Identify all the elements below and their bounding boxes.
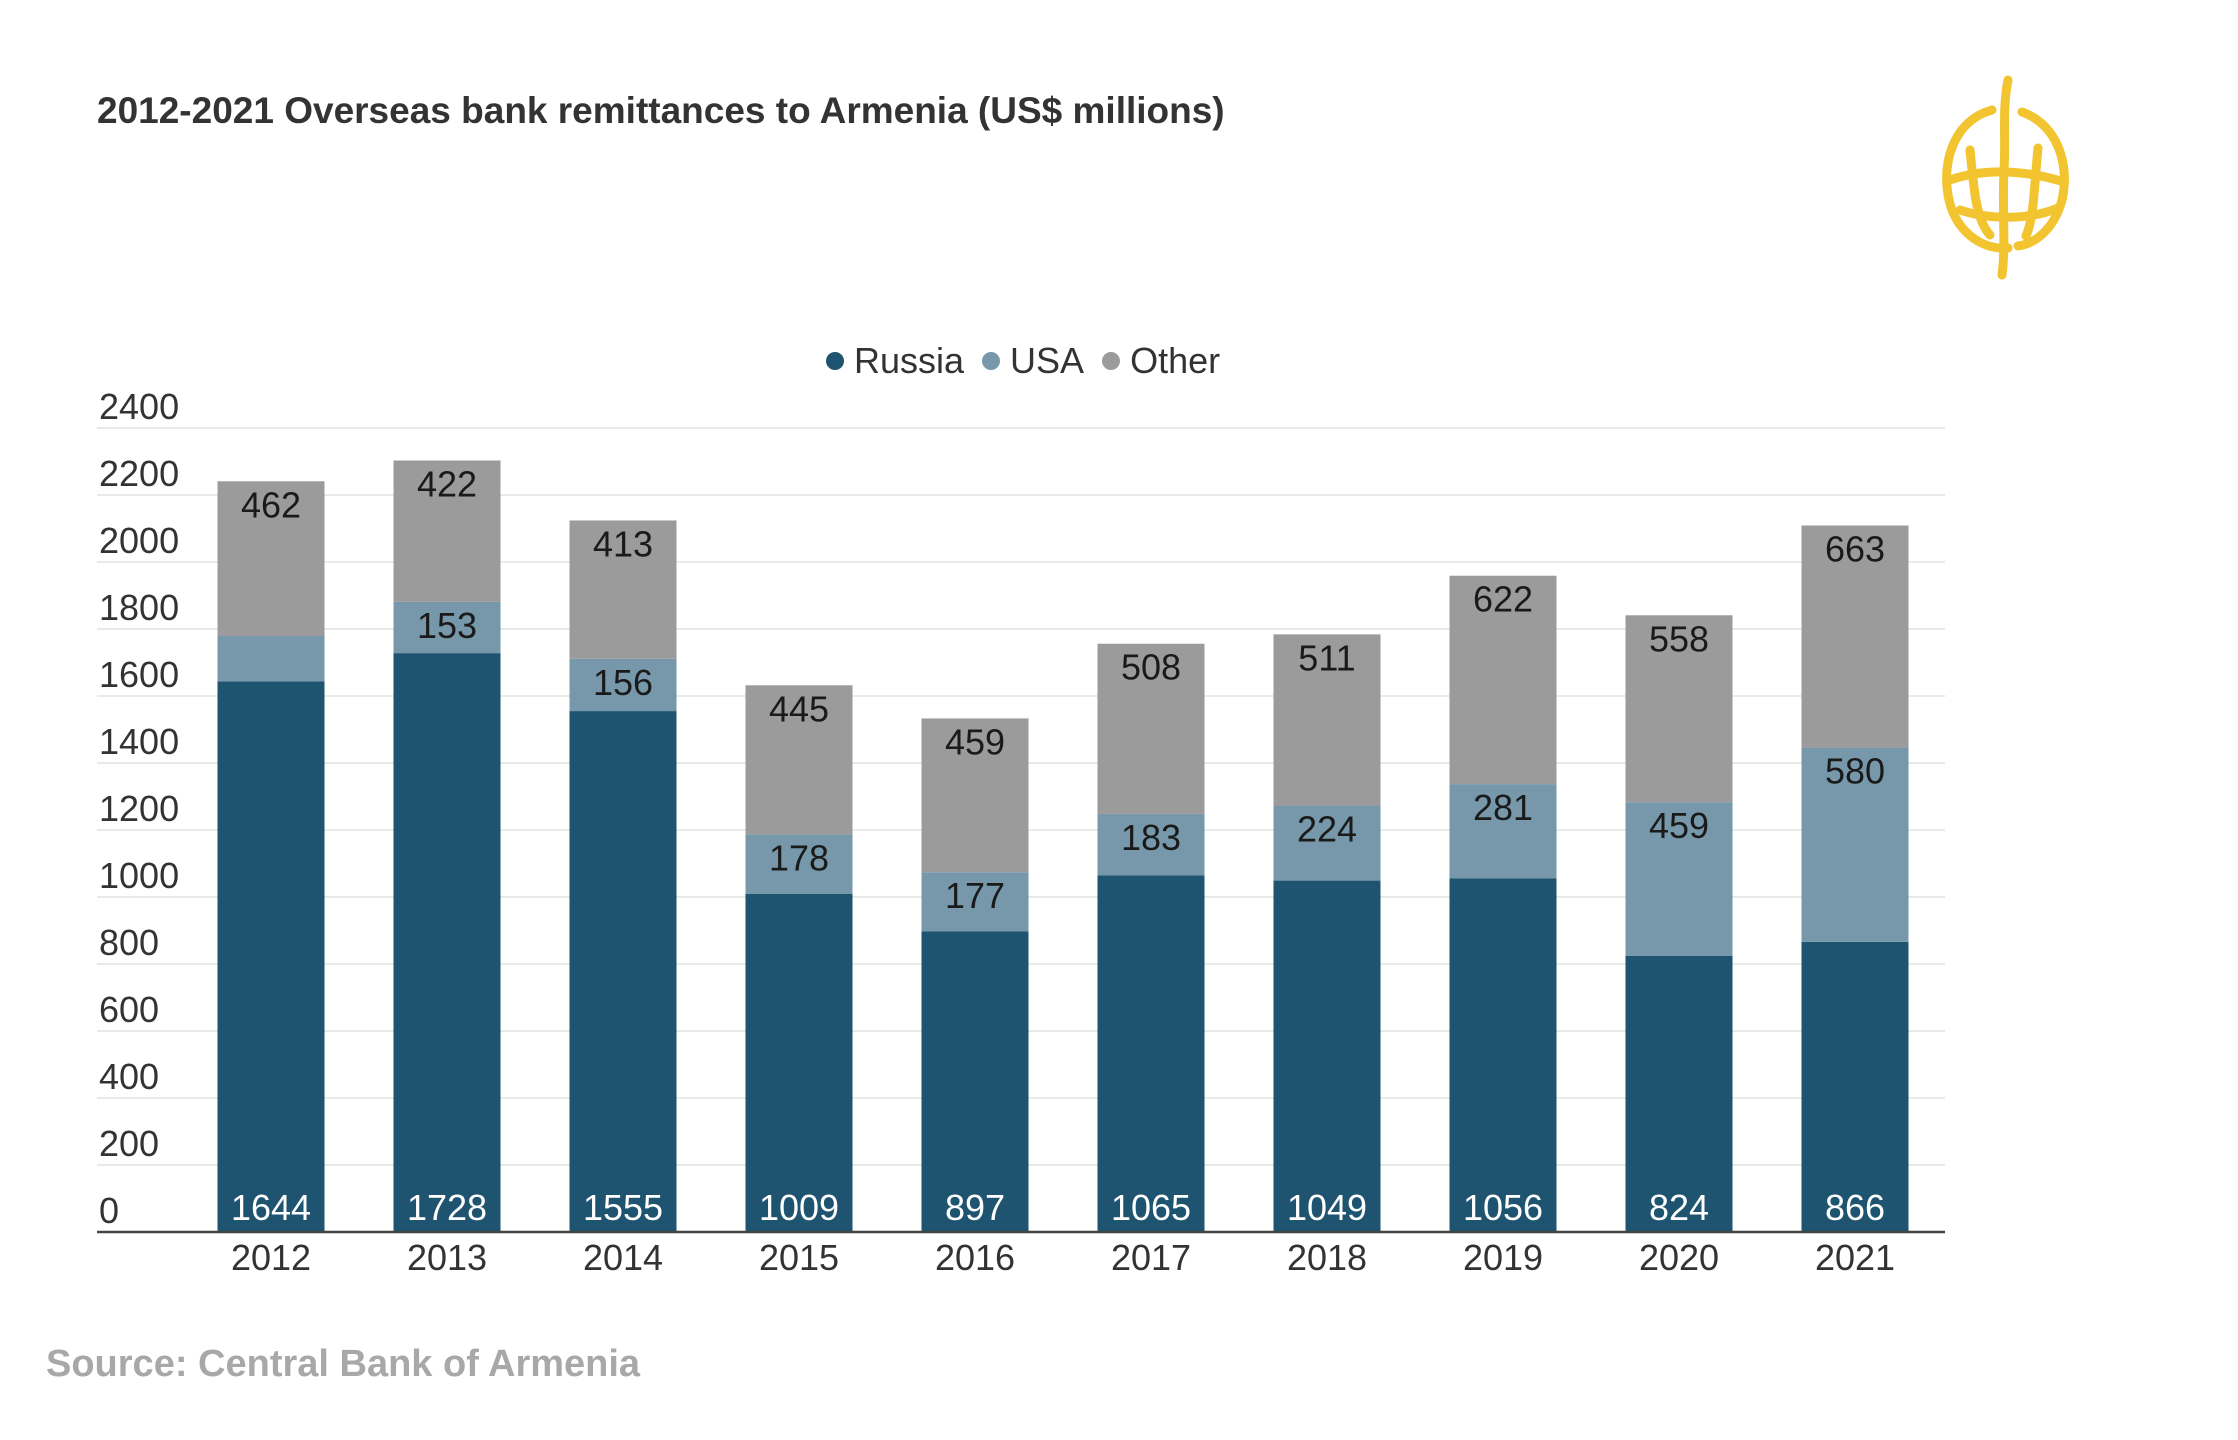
data-label: 1065	[1111, 1187, 1191, 1228]
bar-segment-russia	[745, 893, 853, 1232]
legend-label: USA	[1010, 340, 1085, 381]
logo-icon	[1942, 75, 2069, 280]
bar-segment-russia	[217, 681, 325, 1232]
y-tick-label: 0	[99, 1190, 119, 1231]
y-tick-label: 2000	[99, 520, 179, 561]
bar-segment-usa	[1801, 747, 1909, 942]
y-tick-label: 1000	[99, 855, 179, 896]
bar-segment-usa	[1449, 784, 1557, 879]
bar-segment-other	[1097, 643, 1205, 814]
data-label: 1644	[231, 1187, 311, 1228]
data-label: 178	[769, 837, 829, 878]
y-tick-label: 1400	[99, 721, 179, 762]
y-tick-label: 1800	[99, 587, 179, 628]
y-tick-label: 600	[99, 989, 159, 1030]
bar-segment-russia	[1097, 875, 1205, 1232]
bar-segment-russia	[921, 931, 1029, 1232]
bar-segment-usa	[1273, 805, 1381, 881]
data-label: 153	[417, 605, 477, 646]
bar-segment-russia	[393, 653, 501, 1232]
bar-segment-other	[393, 460, 501, 602]
x-tick-label: 2019	[1463, 1237, 1543, 1278]
data-label: 1555	[583, 1187, 663, 1228]
bar-segment-other	[1273, 634, 1381, 806]
x-tick-label: 2018	[1287, 1237, 1367, 1278]
data-label: 281	[1473, 787, 1533, 828]
data-label: 663	[1825, 528, 1885, 569]
y-tick-label: 800	[99, 922, 159, 963]
legend: Russia USA Other	[826, 340, 1220, 382]
data-label: 580	[1825, 751, 1885, 792]
data-label: 1056	[1463, 1187, 1543, 1228]
bar-segment-other	[1801, 525, 1909, 748]
data-label: 866	[1825, 1187, 1885, 1228]
data-label: 511	[1298, 637, 1355, 678]
data-label: 183	[1121, 817, 1181, 858]
source-note: Source: Central Bank of Armenia	[46, 1343, 641, 1385]
data-label: 508	[1121, 647, 1181, 688]
legend-item-russia: Russia	[826, 340, 964, 382]
bar-segment-russia	[1625, 955, 1733, 1232]
legend-dot-icon	[826, 352, 844, 370]
data-label: 422	[417, 463, 477, 504]
data-label: 413	[593, 523, 653, 564]
legend-item-usa: USA	[982, 340, 1084, 382]
legend-dot-icon	[1102, 352, 1121, 370]
y-tick-label: 1200	[99, 788, 179, 829]
x-tick-label: 2012	[231, 1237, 311, 1278]
data-label: 558	[1649, 618, 1709, 659]
bar-segment-other	[1625, 615, 1733, 803]
bar-segment-usa	[393, 601, 501, 654]
data-label: 156	[593, 662, 653, 703]
x-tick-label: 2016	[935, 1237, 1015, 1278]
data-label: 459	[1649, 805, 1709, 846]
bar-segment-usa	[1625, 802, 1733, 956]
bar-segment-usa	[569, 658, 677, 712]
legend-label: Russia	[854, 340, 965, 381]
data-label: 177	[945, 875, 1005, 916]
legend-label: Other	[1130, 340, 1221, 381]
bar-segment-other	[745, 685, 853, 835]
data-label: 445	[769, 688, 829, 729]
data-label: 224	[1297, 809, 1357, 850]
bar-segment-russia	[1449, 878, 1557, 1232]
y-tick-label: 400	[99, 1056, 159, 1097]
data-label: 462	[241, 484, 301, 525]
bar-segment-russia	[1801, 941, 1909, 1232]
data-label: 897	[945, 1187, 1005, 1228]
bar-segment-other	[217, 481, 325, 637]
x-tick-label: 2014	[583, 1237, 663, 1278]
data-label: 622	[1473, 579, 1533, 620]
y-tick-label: 200	[99, 1123, 159, 1164]
x-tick-label: 2021	[1815, 1237, 1895, 1278]
y-tick-label: 1600	[99, 654, 179, 695]
data-label: 1009	[759, 1187, 839, 1228]
x-tick-label: 2013	[407, 1237, 487, 1278]
y-tick-label: 2200	[99, 453, 179, 494]
data-label: 824	[1649, 1187, 1709, 1228]
y-tick-label: 2400	[99, 386, 179, 427]
bar-segment-usa	[1097, 813, 1205, 876]
bar-segment-other	[569, 520, 677, 659]
bar-segment-usa	[921, 872, 1029, 932]
bar-segment-usa	[217, 636, 325, 682]
x-tick-label: 2015	[759, 1237, 839, 1278]
data-label: 459	[945, 721, 1005, 762]
data-label: 1049	[1287, 1187, 1367, 1228]
bar-segment-other	[921, 718, 1029, 873]
legend-item-other: Other	[1102, 340, 1220, 382]
data-label: 1728	[407, 1187, 487, 1228]
x-tick-label: 2020	[1639, 1237, 1719, 1278]
legend-dot-icon	[982, 352, 1001, 370]
bar-segment-usa	[745, 834, 853, 894]
x-tick-label: 2017	[1111, 1237, 1191, 1278]
bar-segment-other	[1449, 575, 1557, 785]
bar-segment-russia	[569, 711, 677, 1232]
chart-title: 2012-2021 Overseas bank remittances to A…	[97, 90, 1225, 131]
bar-segment-russia	[1273, 880, 1381, 1232]
